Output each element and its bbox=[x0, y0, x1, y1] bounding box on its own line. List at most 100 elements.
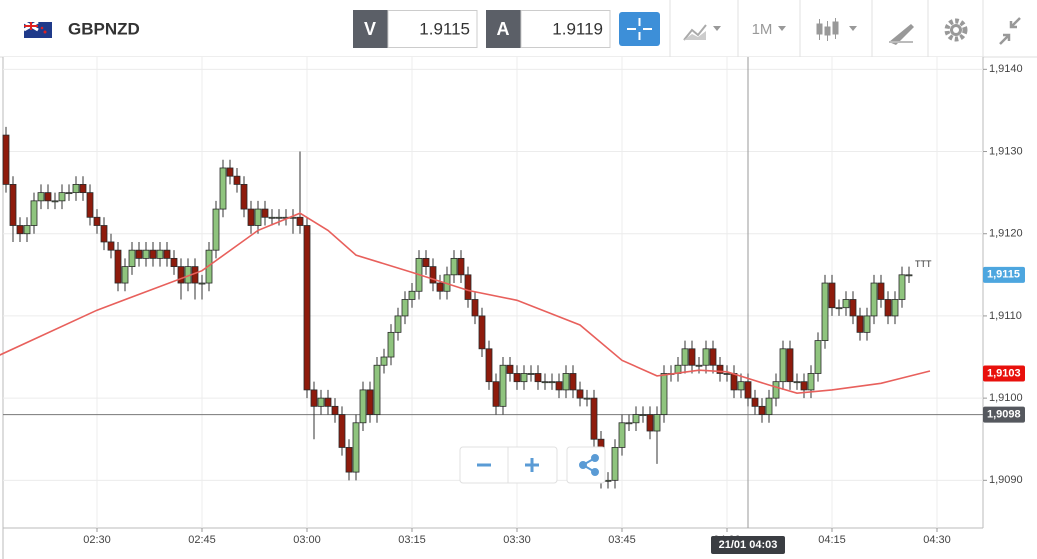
buy-price: 1.9119 bbox=[552, 19, 603, 38]
x-tick-label: 03:00 bbox=[293, 534, 321, 546]
buy-label: A bbox=[497, 19, 510, 39]
candle-body bbox=[646, 414, 654, 432]
zoom-in[interactable] bbox=[525, 458, 539, 472]
candle-body bbox=[247, 208, 255, 226]
candle-style-button[interactable] bbox=[816, 18, 857, 41]
candle-body bbox=[709, 348, 717, 366]
candle-body bbox=[618, 422, 626, 448]
candle-body bbox=[478, 315, 486, 350]
candle-body bbox=[877, 282, 885, 300]
symbol: GBPNZD bbox=[68, 19, 140, 38]
settings-button[interactable] bbox=[944, 18, 968, 42]
x-tick-label: 02:45 bbox=[188, 534, 216, 546]
candle-body bbox=[583, 397, 591, 400]
candle-body bbox=[856, 315, 864, 333]
buy-button[interactable]: A 1.9119 bbox=[486, 10, 611, 48]
y-tick-label: 1,9140 bbox=[989, 63, 1023, 75]
candle-body bbox=[338, 414, 346, 448]
candle-body bbox=[485, 348, 493, 383]
candle-body bbox=[436, 282, 444, 292]
candle-body bbox=[226, 167, 234, 177]
candle-body bbox=[51, 200, 59, 203]
candle-body bbox=[366, 389, 374, 415]
candle-body bbox=[16, 225, 24, 235]
candle-body bbox=[807, 373, 815, 391]
candle-body bbox=[121, 266, 129, 284]
price-label-box bbox=[983, 365, 1025, 382]
candle-body bbox=[65, 192, 73, 195]
candle-body bbox=[870, 282, 878, 317]
candle-body bbox=[471, 299, 479, 317]
candle-body bbox=[317, 397, 325, 407]
candle-body bbox=[408, 290, 416, 300]
series bbox=[2, 126, 913, 489]
crosshair-time-box bbox=[711, 536, 785, 554]
candle-body bbox=[590, 397, 598, 440]
candle-body bbox=[737, 381, 745, 391]
candle-body bbox=[58, 192, 66, 202]
candle-body bbox=[275, 216, 283, 219]
crosshair-time-label: 21/01 04:03 bbox=[719, 539, 778, 551]
candle-body bbox=[170, 257, 178, 268]
overlay: TTT 1,9115 1,9103 1,9098 21/01 04:03 bbox=[0, 212, 1025, 554]
chart-type-button[interactable] bbox=[683, 24, 721, 41]
candle-body bbox=[555, 381, 563, 391]
candle-body bbox=[2, 134, 10, 185]
candle-body bbox=[534, 373, 542, 383]
collapse-button[interactable] bbox=[999, 17, 1021, 45]
candle-body bbox=[30, 200, 38, 226]
candle-body bbox=[632, 414, 640, 424]
candle-body bbox=[905, 274, 913, 277]
candle-body bbox=[261, 208, 269, 218]
candle-body bbox=[884, 299, 892, 317]
candle-body bbox=[751, 397, 759, 407]
sell-label: V bbox=[364, 19, 376, 39]
candle-body bbox=[821, 282, 829, 341]
candle-body bbox=[786, 348, 794, 383]
candle-body bbox=[569, 373, 577, 391]
candle-body bbox=[457, 257, 465, 276]
price-label: 1,9115 bbox=[987, 269, 1020, 281]
candle-body bbox=[149, 249, 157, 259]
draw-tool-button[interactable] bbox=[889, 24, 914, 45]
candle-body bbox=[135, 249, 143, 259]
candle-body bbox=[702, 348, 710, 366]
candle-body bbox=[450, 257, 458, 276]
candle-body bbox=[723, 373, 731, 375]
candle-body bbox=[9, 184, 17, 226]
timeframe-button[interactable]: 1M bbox=[752, 21, 786, 38]
x-tick-label: 03:30 bbox=[503, 534, 531, 546]
x-tick-label: 02:30 bbox=[83, 534, 111, 546]
candle-body bbox=[156, 249, 164, 259]
candle-body bbox=[310, 389, 318, 407]
share-button[interactable] bbox=[579, 454, 599, 476]
candle-body bbox=[730, 373, 738, 391]
timeframe: 1M bbox=[752, 21, 773, 38]
candle-body bbox=[835, 307, 843, 310]
candle-body bbox=[604, 479, 612, 482]
candle-body bbox=[37, 192, 45, 202]
candle-body bbox=[744, 381, 752, 399]
y-tick-label: 1,9120 bbox=[989, 228, 1023, 240]
candle-body bbox=[625, 422, 633, 425]
candle-body bbox=[44, 192, 52, 202]
candle-body bbox=[898, 274, 906, 300]
crosshair-button[interactable] bbox=[619, 12, 660, 46]
candle-body bbox=[373, 364, 381, 415]
candle-body bbox=[394, 315, 402, 333]
flag bbox=[23, 20, 52, 38]
candle-body bbox=[268, 216, 276, 219]
x-tick-label: 04:30 bbox=[923, 534, 951, 546]
sell-button[interactable]: V 1.9115 bbox=[353, 10, 478, 48]
candle-body bbox=[793, 381, 801, 384]
candle-body bbox=[492, 381, 500, 407]
grid: 1,9140 1,9130 1,9120 1,9110 1,9100 1,9090 02:3… bbox=[3, 57, 1023, 546]
candle-body bbox=[296, 216, 304, 226]
candle-body bbox=[639, 414, 647, 416]
candle-body bbox=[233, 175, 241, 185]
sell-price: 1.9115 bbox=[419, 19, 470, 38]
y-tick-label: 1,9130 bbox=[989, 145, 1023, 157]
candle-body bbox=[758, 405, 766, 415]
candle-body bbox=[513, 373, 521, 383]
